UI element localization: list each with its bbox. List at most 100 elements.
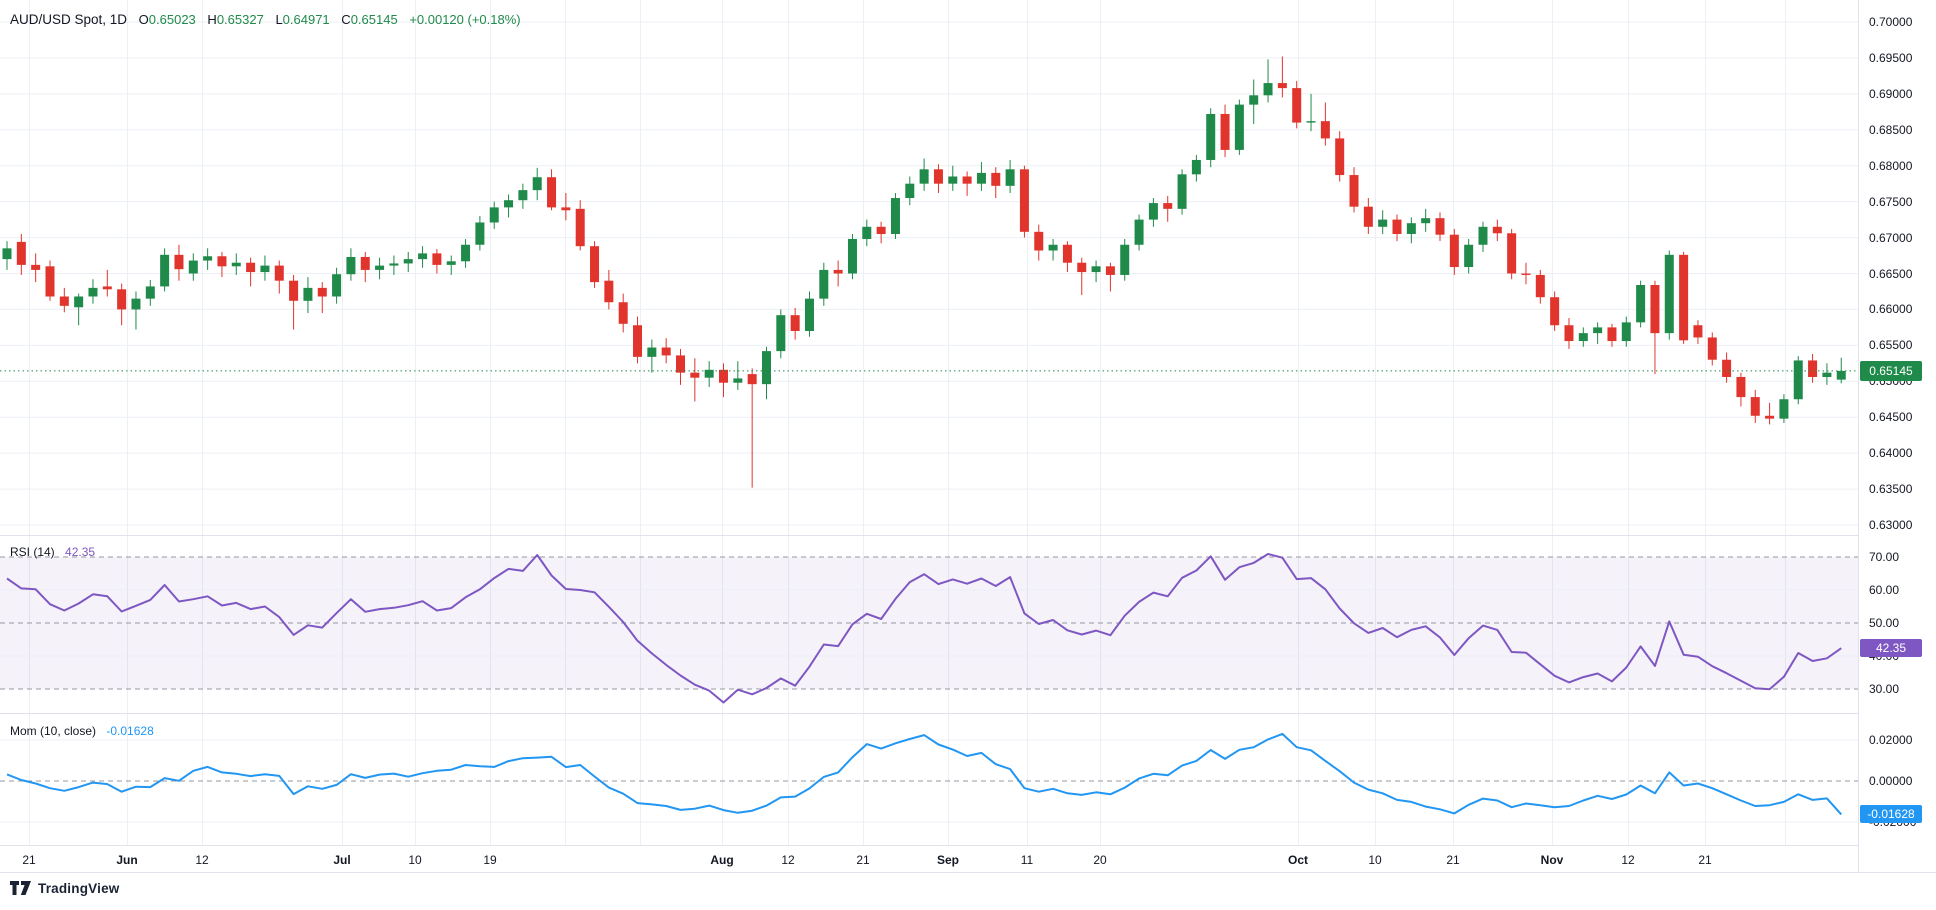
time-tick-day-label: 12 (195, 853, 209, 867)
candle-body (1779, 399, 1789, 419)
candle-body (1177, 174, 1187, 209)
candle-body (1836, 370, 1846, 380)
candle-body (976, 172, 986, 184)
time-tick-day-label: 19 (483, 853, 497, 867)
candle-body (905, 183, 915, 199)
time-tick-month-label: Aug (710, 853, 734, 867)
momentum-legend[interactable]: Mom (10, close) -0.01628 (10, 724, 154, 738)
candle-body (704, 369, 714, 378)
price-axis[interactable]: 0.70000 0.69500 0.69000 0.68500 0.68000 0.675… (1858, 0, 1936, 872)
rsi-tick-label: 70.00 (1869, 550, 1900, 564)
candle-body (1249, 95, 1259, 105)
candle-body (1593, 327, 1603, 334)
candle-body (1578, 333, 1588, 342)
candle-body (389, 263, 399, 266)
candle-body (2, 248, 12, 260)
candle-body (1306, 121, 1316, 123)
candle-body (1077, 262, 1087, 273)
candle-body (1722, 359, 1732, 377)
symbol-title: AUD/USD Spot, 1D (10, 12, 128, 27)
price-tick-label: 0.68000 (1869, 158, 1913, 173)
candle-body (1392, 219, 1402, 234)
candle-body (690, 372, 700, 378)
candle-body (647, 347, 657, 357)
candle-body (676, 355, 686, 373)
candle-body (160, 254, 170, 287)
symbol-legend[interactable]: AUD/USD Spot, 1D O0.65023 H0.65327 L0.64… (10, 12, 521, 27)
candle-body (1191, 159, 1201, 175)
momentum-line (6, 732, 1842, 816)
rsi-value-badge: 42.35 (1860, 639, 1922, 658)
close-value: 0.65145 (350, 12, 398, 27)
candle-body (1019, 169, 1029, 232)
candle-body (1034, 231, 1044, 251)
candle-body (1679, 254, 1689, 341)
candle-body (1206, 113, 1216, 160)
candle-body (260, 265, 270, 273)
candle-body (876, 226, 886, 234)
candle-body (203, 256, 213, 261)
candle-body (461, 244, 471, 262)
candle-body (804, 298, 814, 331)
candle-body (991, 172, 1001, 186)
candle-body (1406, 223, 1416, 234)
candle-body (1091, 266, 1101, 273)
time-axis[interactable]: 21 Jun 12 Jul 10 19 Aug 12 21 Sep 11 20 Oct 10 21 Nov 12… (0, 845, 1936, 873)
candle-body (1492, 226, 1502, 234)
candle-body (919, 169, 929, 184)
candle-body (561, 207, 571, 211)
candle-body (1449, 234, 1459, 268)
candle-body (332, 274, 342, 297)
tradingview-watermark[interactable]: TradingView (10, 880, 119, 896)
candle-body (375, 265, 385, 270)
chart-plot-area[interactable] (0, 0, 1936, 872)
time-tick-day-label: 12 (1621, 853, 1635, 867)
candle-body (475, 222, 485, 245)
candle-body (1750, 397, 1760, 416)
high-label: H (207, 12, 217, 27)
candle-body (962, 176, 972, 184)
candle-body (1736, 376, 1746, 398)
rsi-value: 42.35 (65, 545, 96, 559)
candle-body (948, 176, 958, 184)
close-label: C (341, 12, 351, 27)
candle-body (1550, 297, 1560, 326)
time-tick-month-label: Oct (1287, 853, 1309, 867)
candle-body (45, 266, 55, 297)
time-tick-day-label: 21 (1698, 853, 1712, 867)
candle-body (1707, 337, 1717, 360)
rsi-line (6, 553, 1842, 704)
time-tick-month-label: Jun (116, 853, 138, 867)
price-tick-label: 0.68500 (1869, 122, 1913, 137)
candle-body (1105, 266, 1115, 275)
price-tick-label: 0.64000 (1869, 446, 1913, 461)
open-value: 0.65023 (148, 12, 196, 27)
price-tick-label: 0.66000 (1869, 302, 1913, 317)
candle-body (833, 269, 843, 274)
momentum-value: -0.01628 (106, 724, 154, 738)
candle-body (432, 253, 442, 265)
candle-body (862, 226, 872, 240)
candle-body (1636, 284, 1646, 323)
candle-body (1822, 372, 1832, 377)
candle-body (346, 256, 356, 275)
momentum-tick-label: 0.02000 (1869, 733, 1913, 747)
candle-body (1120, 244, 1130, 275)
candle-body (59, 296, 69, 306)
candle-body (1048, 244, 1058, 251)
candle-body (1507, 233, 1517, 274)
candle-body (1349, 175, 1359, 207)
candle-body (289, 280, 299, 301)
candle-body (604, 280, 614, 303)
candle-body (1378, 219, 1388, 227)
price-tick-label: 0.64500 (1869, 410, 1913, 425)
price-tick-label: 0.66500 (1869, 266, 1913, 281)
price-tick-label: 0.67500 (1869, 194, 1913, 209)
candle-body (1421, 218, 1431, 224)
rsi-legend[interactable]: RSI (14) 42.35 (10, 545, 95, 559)
candle-body (633, 325, 643, 357)
candle-body (88, 287, 98, 297)
candle-body (1607, 327, 1617, 342)
candle-body (1521, 273, 1531, 275)
